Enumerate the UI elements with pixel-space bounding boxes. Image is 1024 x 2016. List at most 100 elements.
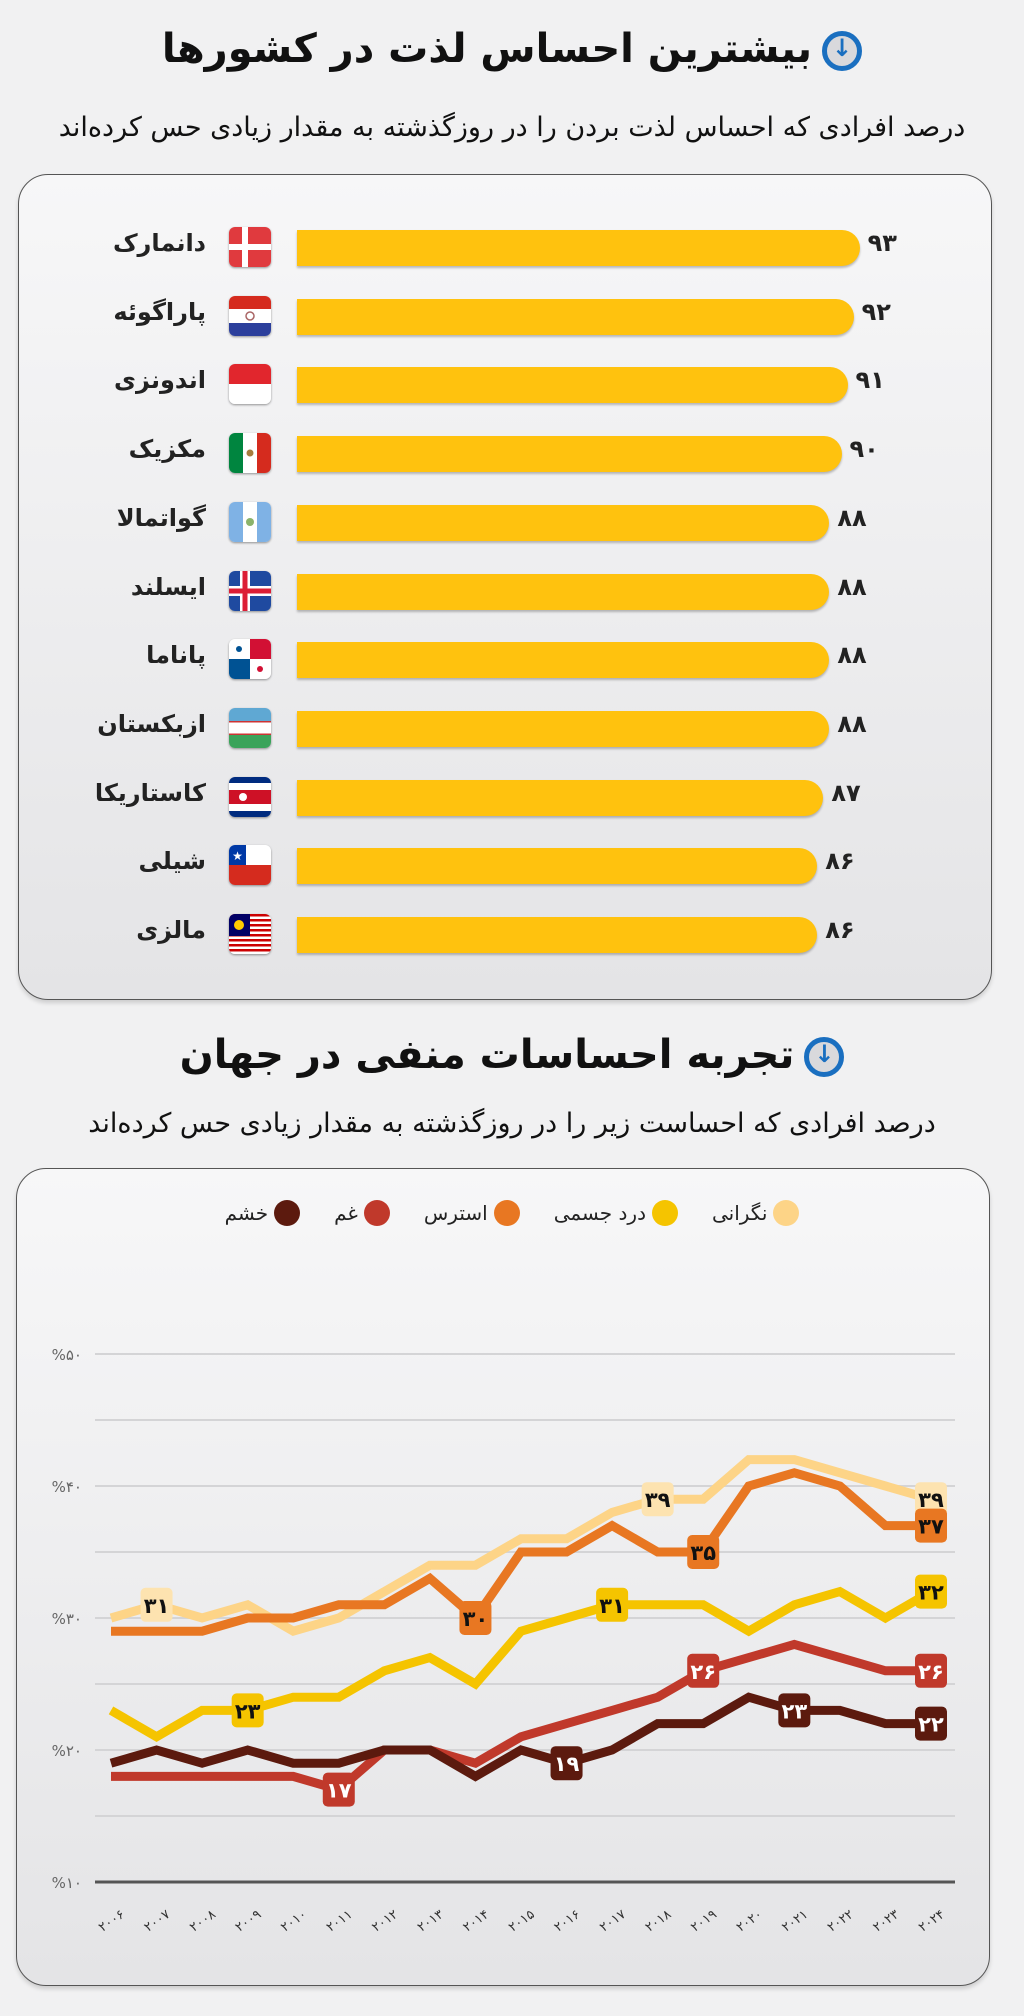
y-tick-label: %۲۰ — [52, 1742, 82, 1760]
bar-row: مالزی ۸۶ — [19, 914, 991, 954]
legend-swatch — [363, 1200, 390, 1226]
guatemala-flag-icon — [229, 501, 271, 542]
x-tick-label: ۲۰۱۱ — [324, 1907, 355, 1935]
bar — [297, 642, 830, 679]
x-tick-label: ۲۰۰۶ — [96, 1907, 127, 1935]
bar — [297, 848, 818, 885]
country-label: پاناما — [146, 641, 206, 670]
data-label: ۳۲ — [918, 1581, 944, 1605]
indonesia-flag-icon — [229, 364, 271, 405]
country-label: ازبکستان — [97, 709, 206, 738]
legend-swatch — [773, 1200, 800, 1226]
malaysia-flag-icon — [229, 914, 271, 954]
data-label: ۲۲ — [918, 1713, 944, 1737]
data-label-box — [140, 1587, 173, 1622]
data-label: ۳۹ — [918, 1488, 944, 1512]
bar — [297, 367, 848, 404]
chart-legend: نگرانی درد جسمی استرس غم خشم — [0, 1200, 1024, 1226]
legend-item: غم — [334, 1200, 390, 1226]
x-tick-label: ۲۰۱۸ — [643, 1907, 674, 1935]
y-tick-label: %۵۰ — [52, 1346, 82, 1364]
bar-row: پاراگوئه ۹۲ — [19, 295, 991, 336]
bar-value-label: ۸۸ — [837, 709, 867, 738]
bar-row: ایسلند ۸۸ — [19, 570, 991, 611]
data-label: ۱۷ — [326, 1779, 352, 1803]
country-label: شیلی — [138, 847, 206, 876]
bar-row: ازبکستان ۸۸ — [19, 707, 991, 748]
legend-item: درد جسمی — [554, 1200, 678, 1226]
bar-value-label: ۹۲ — [861, 297, 891, 326]
data-label-box — [778, 1693, 811, 1728]
bar-row: اندونزی ۹۱ — [19, 364, 991, 405]
y-tick-label: %۴۰ — [52, 1478, 82, 1496]
uzbekistan-flag-icon — [229, 707, 271, 748]
bar-row: شیلی ★ ۸۶ — [19, 845, 991, 886]
arrow-down-circle-icon — [822, 31, 863, 71]
bar-value-label: ۸۸ — [837, 503, 867, 532]
bottom-chart-subtitle: درصد افرادی که احساست زیر را در روزگذشته… — [88, 1108, 936, 1139]
data-label-box — [687, 1535, 720, 1569]
x-tick-label: ۲۰۱۵ — [506, 1907, 537, 1935]
legend-item: نگرانی — [712, 1200, 800, 1226]
data-label: ۳۱ — [144, 1594, 170, 1618]
top-chart-subtitle: درصد افرادی که احساس لذت بردن را در روزگ… — [58, 112, 966, 143]
bottom-chart-title: تجربه احساسات منفی در جهان — [0, 1032, 1024, 1078]
x-tick-label: ۲۰۰۷ — [142, 1907, 173, 1935]
legend-label: درد جسمی — [553, 1201, 646, 1225]
bar — [297, 573, 830, 610]
bar — [297, 298, 854, 335]
denmark-flag-icon — [229, 227, 271, 267]
legend-swatch — [274, 1200, 301, 1226]
bar — [297, 779, 824, 816]
data-label: ۳۰ — [463, 1607, 489, 1631]
legend-swatch — [493, 1200, 520, 1226]
bar-value-label: ۹۰ — [849, 435, 879, 464]
country-label: پاراگوئه — [113, 297, 206, 326]
legend-label: استرس — [423, 1201, 488, 1225]
legend-label: غم — [334, 1201, 358, 1225]
data-label-box — [641, 1482, 674, 1517]
y-tick-label: %۱۰ — [52, 1874, 82, 1892]
bar-row: گواتمالا ۸۸ — [19, 501, 991, 542]
data-label-box — [322, 1772, 355, 1807]
bar-row: پاناما ۸۸ — [19, 639, 991, 680]
data-label: ۲۶ — [690, 1660, 716, 1684]
bar — [297, 710, 830, 747]
x-tick-label: ۲۰۱۴ — [461, 1907, 492, 1935]
costa-rica-flag-icon — [229, 776, 271, 817]
arrow-down-circle-icon — [804, 1037, 845, 1077]
data-label-box — [231, 1693, 264, 1728]
country-label: دانمارک — [112, 229, 206, 257]
data-label: ۳۱ — [599, 1594, 625, 1618]
legend-item: خشم — [225, 1200, 301, 1226]
country-label: ایسلند — [130, 572, 206, 601]
data-label-box — [915, 1482, 947, 1517]
data-label-box — [915, 1574, 947, 1609]
bar-chart-card: دانمارک ۹۳ پاراگوئه ۹۲ اندونزی ۹۱ مکزیک ۹۰ گ… — [18, 174, 992, 1000]
data-label-box — [459, 1601, 492, 1635]
mexico-flag-icon — [229, 433, 271, 474]
bar-value-label: ۸۶ — [825, 847, 855, 876]
x-tick-label: ۲۰۱۶ — [552, 1907, 583, 1935]
data-label-box — [550, 1746, 583, 1781]
x-tick-label: ۲۰۱۷ — [597, 1907, 628, 1935]
iceland-flag-icon — [229, 570, 271, 611]
country-label: کاستاریکا — [94, 778, 206, 807]
data-label: ۳۹ — [645, 1488, 671, 1512]
data-label-box — [596, 1587, 629, 1622]
bar-value-label: ۹۳ — [867, 229, 897, 257]
x-tick-label: ۲۰۲۴ — [916, 1907, 947, 1935]
bar-value-label: ۸۷ — [831, 778, 861, 807]
top-chart-title: بیشترین احساس لذت در کشورها — [0, 26, 1024, 72]
data-label-box — [687, 1653, 720, 1688]
y-tick-label: %۳۰ — [52, 1610, 82, 1628]
x-tick-label: ۲۰۲۳ — [871, 1907, 902, 1935]
data-label: ۲۶ — [918, 1660, 944, 1684]
bar-value-label: ۸۸ — [837, 641, 867, 670]
data-label: ۱۹ — [554, 1752, 580, 1776]
svg-text:★: ★ — [232, 849, 243, 863]
bar — [297, 436, 842, 473]
x-tick-label: ۲۰۱۲ — [369, 1907, 400, 1935]
paraguay-flag-icon — [229, 295, 271, 336]
